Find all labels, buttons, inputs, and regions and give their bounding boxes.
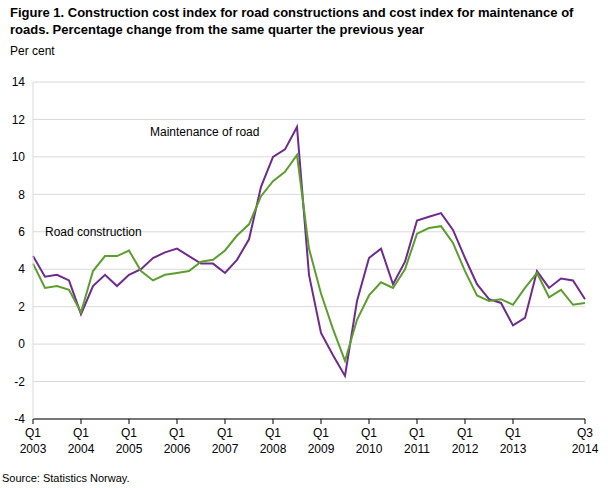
- svg-text:2012: 2012: [452, 442, 479, 456]
- html-text:Per cent: Per cent: [10, 44, 55, 58]
- html-text:Road construction: Road construction: [45, 225, 142, 239]
- svg-text:Q1: Q1: [73, 426, 89, 440]
- html-text:Source: Statistics Norway.: Source: Statistics Norway.: [2, 472, 130, 484]
- svg-text:Q1: Q1: [361, 426, 377, 440]
- svg-text:2013: 2013: [500, 442, 527, 456]
- svg-text:2003: 2003: [20, 442, 47, 456]
- svg-text:2008: 2008: [260, 442, 287, 456]
- svg-text:Q1: Q1: [25, 426, 41, 440]
- svg-text:-4: -4: [14, 412, 25, 426]
- svg-text:2010: 2010: [356, 442, 383, 456]
- svg-text:6: 6: [18, 225, 25, 239]
- svg-text:2009: 2009: [308, 442, 335, 456]
- svg-text:2007: 2007: [212, 442, 239, 456]
- svg-text:2006: 2006: [164, 442, 191, 456]
- svg-text:Q1: Q1: [313, 426, 329, 440]
- svg-text:2: 2: [18, 300, 25, 314]
- svg-text:2011: 2011: [404, 442, 430, 456]
- svg-text:12: 12: [12, 113, 26, 127]
- svg-text:0: 0: [18, 337, 25, 351]
- svg-text:Q1: Q1: [217, 426, 233, 440]
- svg-text:-2: -2: [14, 375, 25, 389]
- svg-text:14: 14: [12, 75, 26, 89]
- svg-text:Q1: Q1: [505, 426, 521, 440]
- svg-text:Q1: Q1: [409, 426, 425, 440]
- svg-text:Q1: Q1: [265, 426, 281, 440]
- svg-text:4: 4: [18, 262, 25, 276]
- svg-text:8: 8: [18, 188, 25, 202]
- svg-text:2014: 2014: [572, 442, 599, 456]
- svg-text:Q3: Q3: [577, 426, 593, 440]
- html-text:Maintenance of road: Maintenance of road: [150, 125, 260, 139]
- html-text:Figure 1. Construction cost in: Figure 1. Construction cost index for ro…: [10, 5, 574, 37]
- svg-text:Q1: Q1: [457, 426, 473, 440]
- svg-text:2005: 2005: [116, 442, 143, 456]
- svg-text:2004: 2004: [68, 442, 95, 456]
- svg-text:Q1: Q1: [121, 426, 137, 440]
- svg-text:10: 10: [12, 150, 26, 164]
- svg-text:Q1: Q1: [169, 426, 185, 440]
